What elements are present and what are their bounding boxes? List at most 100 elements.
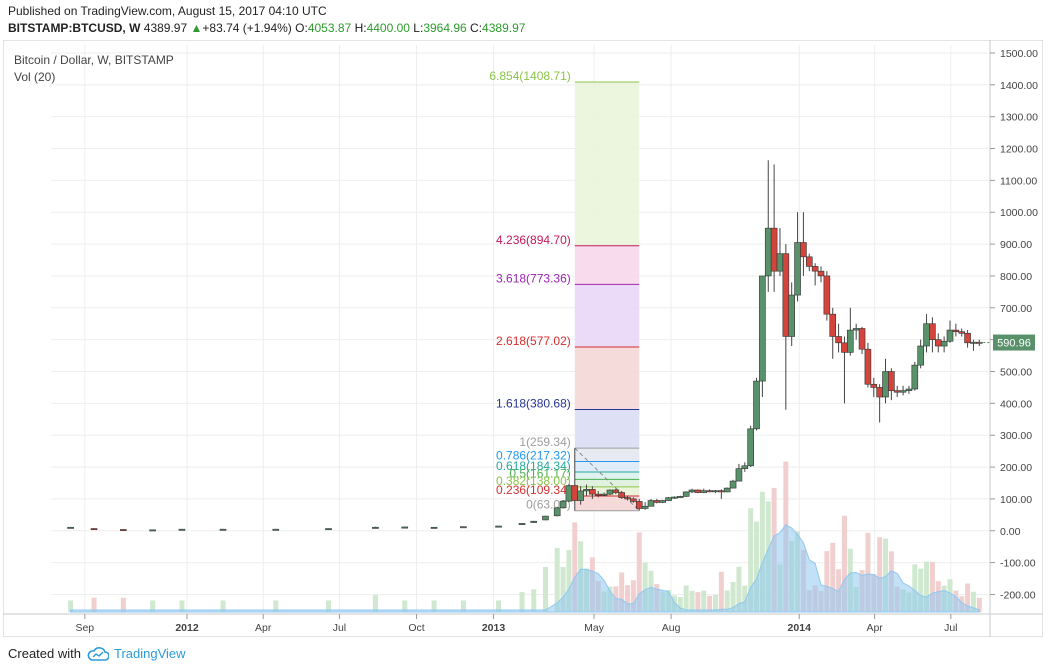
y-tick-label: 100.00 xyxy=(1000,494,1032,506)
candle-body xyxy=(624,497,631,500)
created-with-label: Created with xyxy=(8,646,81,661)
ohlc-header: BITSTAMP:BTCUSD, W 4389.97 ▲+83.74 (+1.9… xyxy=(8,21,525,35)
candle-body xyxy=(594,493,602,496)
volume-bar xyxy=(912,564,918,612)
y-tick-label: 900.00 xyxy=(1000,239,1032,251)
volume-ma-area xyxy=(70,524,980,613)
volume-bar xyxy=(929,561,935,612)
volume-bar xyxy=(372,594,378,612)
volume-bar xyxy=(642,562,648,612)
fib-level-label: 3.618(773.36) xyxy=(496,271,571,285)
tradingview-brand[interactable]: TradingView xyxy=(113,646,186,661)
volume-bar xyxy=(718,571,724,612)
last-price-tag: 590.96 xyxy=(993,334,1035,351)
volume-bar xyxy=(68,600,74,612)
candle-body xyxy=(272,528,280,531)
x-tick-label: Apr xyxy=(255,622,272,634)
candle-body xyxy=(805,256,813,267)
candle-body xyxy=(706,490,713,493)
tradingview-link[interactable]: TradingView xyxy=(87,646,186,661)
candle-body xyxy=(460,526,467,529)
change-value: +83.74 (+1.94%) xyxy=(202,21,292,35)
candle-body xyxy=(553,507,561,517)
candle-body xyxy=(788,294,795,337)
volume-bar xyxy=(712,594,718,612)
volume-bar xyxy=(724,590,730,612)
candle-body xyxy=(811,266,819,272)
candle-body xyxy=(647,500,655,507)
candle-body xyxy=(149,529,156,532)
volume-bar xyxy=(625,585,631,612)
x-tick-label: 2012 xyxy=(175,622,199,634)
y-tick-label: 200.00 xyxy=(1000,462,1032,474)
volume-bar xyxy=(707,595,713,612)
volume-bar xyxy=(695,592,701,612)
high-label: H: xyxy=(354,21,367,35)
time-axis[interactable]: Sep 2012 Apr Jul Oct 2013 May Aug 2014 Apr Jul xyxy=(75,614,958,634)
candle-body xyxy=(800,242,807,258)
volume-bar xyxy=(841,515,847,612)
low-value: 3964.96 xyxy=(423,21,467,35)
x-tick-label: Jul xyxy=(944,622,957,634)
candle-body xyxy=(712,490,719,493)
volume-bar xyxy=(179,600,185,612)
fib-level-label: 0.382(138.00) xyxy=(496,474,571,488)
chart-frame[interactable]: 6.854(1408.71) 4.236(894.70) 3.618(773.36)… xyxy=(3,40,1043,637)
fib-band xyxy=(574,284,640,347)
volume-bar xyxy=(759,491,765,612)
volume-bar xyxy=(220,600,226,612)
open-value: 4053.87 xyxy=(307,21,352,35)
candle-body xyxy=(764,227,772,277)
y-tick-label: 0.00 xyxy=(1000,526,1021,538)
y-tick-label: 700.00 xyxy=(1000,303,1032,315)
y-tick-label: 400.00 xyxy=(1000,398,1032,410)
volume-bar xyxy=(924,561,930,612)
candle-body xyxy=(964,332,971,344)
candle-body xyxy=(665,497,672,501)
chart-canvas[interactable]: 6.854(1408.71) 4.236(894.70) 3.618(773.36)… xyxy=(3,40,1043,637)
candle-body xyxy=(325,528,332,531)
x-tick-label: Sep xyxy=(75,622,94,634)
candle-body xyxy=(559,500,567,509)
close-value: 4389.97 xyxy=(482,21,526,35)
volume-bar xyxy=(460,600,466,612)
fib-level-label: 0.786(217.32) xyxy=(496,449,571,463)
price-value: 4389.97 xyxy=(143,21,188,35)
candle-body xyxy=(518,523,526,525)
volume-bar xyxy=(566,550,572,612)
y-tick-label: 1300.00 xyxy=(1000,112,1038,124)
candle-body xyxy=(747,428,754,467)
footer: Created with TradingView xyxy=(8,646,186,661)
candle-body xyxy=(718,490,725,493)
volume-bar xyxy=(830,542,836,612)
candle-body xyxy=(917,345,924,366)
fib-level-label: 2.618(577.02) xyxy=(496,334,571,348)
y-tick-label: 1000.00 xyxy=(1000,207,1038,219)
candle-body xyxy=(729,480,737,489)
y-tick-label: 1400.00 xyxy=(1000,80,1038,92)
fib-extension-tool[interactable]: 6.854(1408.71) 4.236(894.70) 3.618(773.36)… xyxy=(489,69,640,512)
candle-body xyxy=(700,490,708,493)
volume-bar xyxy=(865,532,871,612)
candle-body xyxy=(372,526,379,529)
volume-bar xyxy=(730,581,736,612)
candle-body xyxy=(753,380,760,430)
fib-band xyxy=(574,495,640,511)
candle-body xyxy=(120,529,127,531)
candle-body xyxy=(829,313,837,337)
volume-bar xyxy=(965,583,971,612)
close-label: C: xyxy=(470,21,483,35)
candle-body xyxy=(934,339,942,347)
candle-body xyxy=(618,492,625,498)
volume-bar xyxy=(519,592,525,612)
candle-body xyxy=(841,342,848,353)
volume-legend: Vol (20) xyxy=(14,70,55,84)
candle-body xyxy=(571,485,579,501)
y-tick-label: 1500.00 xyxy=(1000,48,1038,60)
volume-bar xyxy=(630,580,636,612)
candle-body xyxy=(817,270,825,277)
volume-bar xyxy=(918,568,924,612)
candle-body xyxy=(847,329,854,353)
fib-trend-line xyxy=(574,447,640,512)
y-tick-label: 800.00 xyxy=(1000,271,1032,283)
